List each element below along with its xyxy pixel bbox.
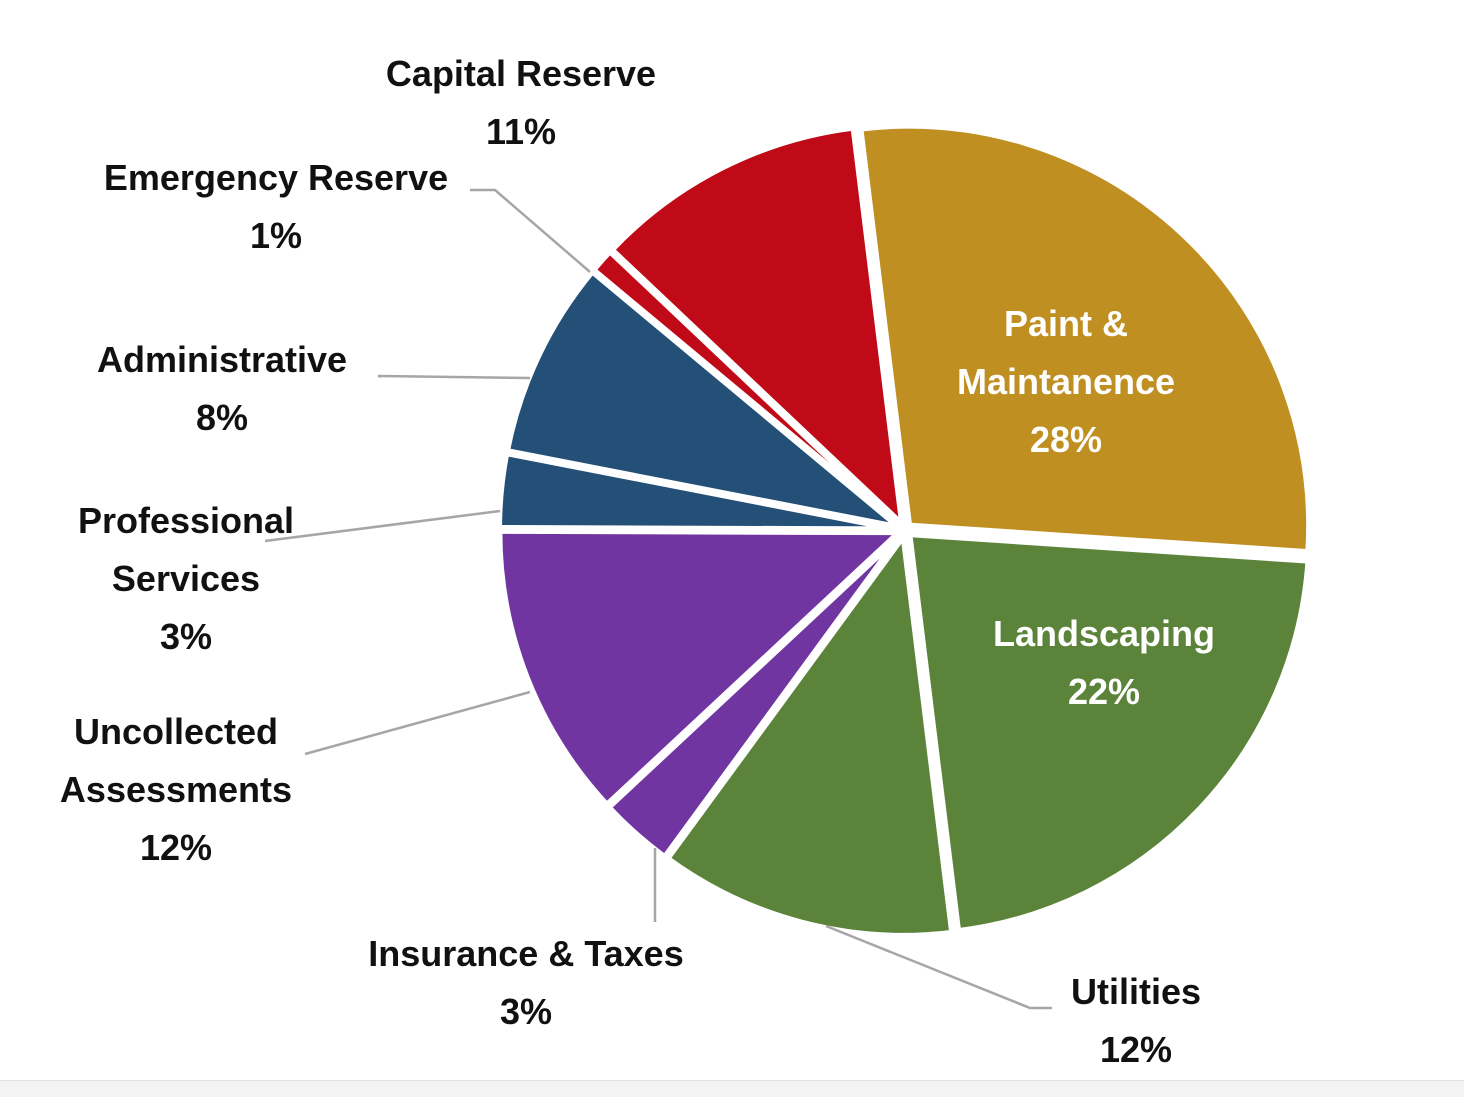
pie-slices xyxy=(496,122,1313,939)
leader-lines xyxy=(264,188,1052,1010)
slice-percent: 12% xyxy=(140,827,212,868)
pie-slice-utilities xyxy=(664,532,956,939)
slice-percent: 11% xyxy=(486,111,556,152)
slice-label-line: Administrative xyxy=(97,339,347,380)
slice-percent: 8% xyxy=(196,397,248,438)
slice-label-line: Paint & xyxy=(1004,303,1128,344)
slice-percent: 3% xyxy=(160,616,212,657)
slice-label: Landscaping 22% xyxy=(993,613,1215,712)
slice-label: Capital Reserve 11% xyxy=(386,53,656,152)
slice-label-line: Uncollected xyxy=(74,711,278,752)
slice-label: Professional Services 3% xyxy=(78,500,294,657)
leader-line xyxy=(377,374,531,380)
slice-percent: 22% xyxy=(1068,671,1140,712)
slice-label-line: Assessments xyxy=(60,769,292,810)
pie-slice-capital-reserve xyxy=(608,124,906,528)
slice-label-line: Maintanence xyxy=(957,361,1175,402)
slice-label: Emergency Reserve 1% xyxy=(104,157,448,256)
slice-percent: 1% xyxy=(250,215,302,256)
slice-label-line: Landscaping xyxy=(993,613,1215,654)
pie-slice-paint-maintanence xyxy=(857,122,1313,556)
slice-percent: 12% xyxy=(1100,1029,1172,1070)
slice-label-line: Emergency Reserve xyxy=(104,157,448,198)
slice-percent: 3% xyxy=(500,991,552,1032)
slice-label: Insurance & Taxes 3% xyxy=(368,933,683,1032)
leader-line xyxy=(304,690,531,756)
pie-slice-uncollected-assessments xyxy=(496,527,903,808)
leader-line xyxy=(264,509,501,543)
leader-line xyxy=(825,924,1052,1010)
pie-slice-landscaping xyxy=(906,531,1312,935)
slice-label-line: Capital Reserve xyxy=(386,53,656,94)
slice-label-line: Utilities xyxy=(1071,971,1201,1012)
bottom-divider xyxy=(0,1080,1464,1097)
slice-label-line: Insurance & Taxes xyxy=(368,933,683,974)
slice-label: Utilities 12% xyxy=(1071,971,1201,1070)
slice-label-line: Services xyxy=(112,558,260,599)
slice-label: Uncollected Assessments 12% xyxy=(60,711,292,868)
pie-slice-administrative xyxy=(503,268,903,531)
slice-label: Paint & Maintanence 28% xyxy=(957,303,1175,460)
slice-labels: Paint & Maintanence 28% Landscaping 22% Utili… xyxy=(60,53,1215,1070)
slice-label: Administrative 8% xyxy=(97,339,347,438)
slice-percent: 28% xyxy=(1030,419,1102,460)
leader-line xyxy=(470,188,591,273)
slice-label-line: Professional xyxy=(78,500,294,541)
